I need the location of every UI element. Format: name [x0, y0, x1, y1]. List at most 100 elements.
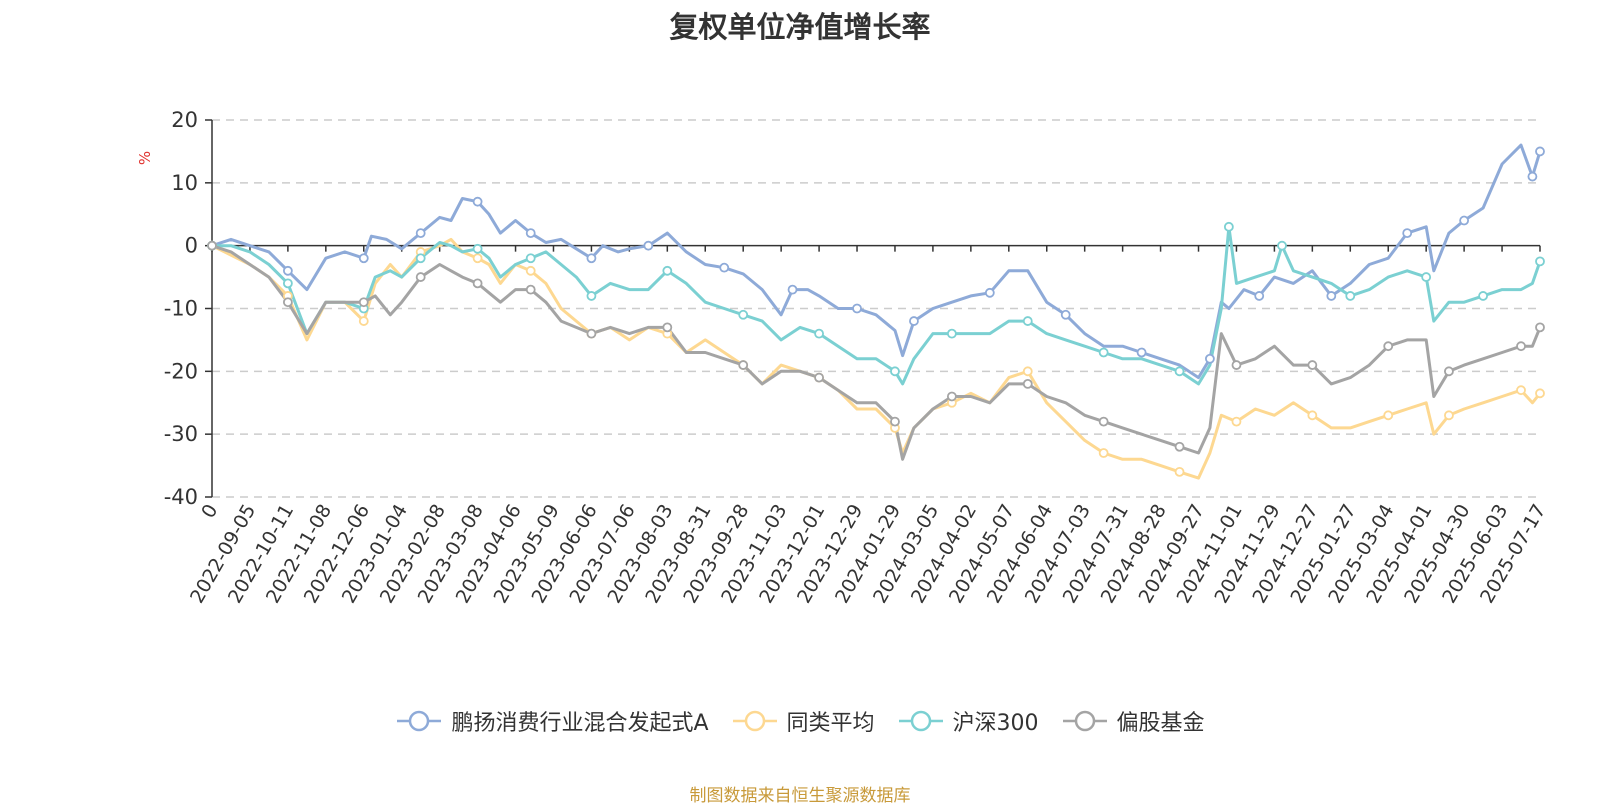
y-tick-label: 10	[171, 171, 198, 195]
series-point-1	[358, 316, 369, 326]
chart-title: 复权单位净值增长率	[669, 10, 931, 44]
series-point-0	[282, 265, 293, 276]
series-point-2	[525, 253, 536, 264]
series-point-0	[787, 284, 798, 295]
series-point-0	[1136, 347, 1147, 358]
series-point-1	[1231, 416, 1242, 427]
series-point-1	[1383, 410, 1394, 421]
series-point-1	[1098, 448, 1109, 458]
series-point-2	[1277, 240, 1287, 251]
series-point-2	[282, 278, 293, 289]
legend-swatch	[397, 710, 442, 732]
y-tick-label: -40	[164, 485, 198, 509]
series-point-3	[358, 297, 369, 308]
series-point-1	[1444, 410, 1454, 421]
series-point-3	[814, 372, 824, 383]
series-point-3	[738, 360, 749, 370]
series-point-2	[1535, 256, 1545, 267]
series-point-2	[415, 253, 426, 264]
series-point-3	[1383, 341, 1394, 352]
series-point-0	[1326, 291, 1337, 301]
legend-item-1[interactable]: 同类平均	[731, 705, 875, 737]
series-point-2	[472, 243, 483, 254]
legend-label: 鹏扬消费行业混合发起式A	[451, 711, 709, 736]
series-point-2	[586, 291, 597, 301]
series-point-1	[525, 265, 536, 276]
series-point-2	[814, 328, 824, 339]
series-point-0	[415, 228, 426, 239]
y-tick-label: -20	[164, 359, 198, 383]
series-point-3	[1307, 360, 1318, 370]
series-point-3	[890, 416, 900, 427]
series-layer	[207, 143, 1545, 480]
legend: 鹏扬消费行业混合发起式A 同类平均 沪深300 偏股基金	[0, 705, 1600, 737]
series-point-0	[909, 316, 919, 326]
series-point-0	[525, 228, 536, 239]
series-point-0	[1254, 291, 1265, 301]
series-point-0	[1459, 215, 1470, 226]
series-point-1	[1307, 410, 1318, 421]
series-point-0	[852, 303, 862, 314]
series-line-2	[212, 225, 1542, 386]
series-point-1	[472, 253, 483, 264]
series-point-3	[415, 272, 426, 282]
legend-item-2[interactable]: 沪深300	[897, 705, 1039, 737]
y-tick-label: 20	[171, 108, 198, 132]
series-point-0	[358, 253, 369, 264]
series-point-0	[1060, 309, 1071, 320]
series-point-3	[1022, 378, 1033, 389]
series-point-0	[1527, 171, 1538, 182]
legend-label: 沪深300	[952, 711, 1039, 736]
series-point-3	[1444, 366, 1454, 377]
series-point-0	[984, 287, 995, 298]
source-note: 制图数据来自恒生聚源数据库	[689, 786, 911, 806]
series-point-3	[525, 284, 536, 295]
series-point-3	[662, 322, 673, 333]
series-line-0	[211, 143, 1542, 380]
legend-item-3[interactable]: 偏股基金	[1061, 705, 1205, 737]
series-point-2	[1421, 272, 1432, 282]
series-point-3	[1231, 360, 1242, 370]
series-point-3	[207, 240, 217, 251]
series-point-2	[1223, 221, 1234, 232]
series-point-3	[1174, 441, 1185, 452]
legend-label: 偏股基金	[1116, 711, 1205, 736]
legend-swatch	[1062, 710, 1107, 732]
series-point-2	[662, 265, 673, 276]
series-point-0	[1204, 353, 1215, 364]
legend-label: 同类平均	[786, 711, 875, 736]
legend-item-0[interactable]: 鹏扬消费行业混合发起式A	[395, 705, 709, 737]
series-point-2	[1174, 366, 1185, 377]
x-tick-label: 0	[197, 501, 222, 522]
series-point-0	[472, 196, 483, 207]
series-point-3	[1516, 341, 1526, 352]
series-point-3	[472, 278, 483, 289]
series-point-3	[586, 328, 597, 339]
series-point-2	[1478, 291, 1488, 301]
series-point-0	[1535, 146, 1545, 157]
grid-layer	[212, 119, 1540, 498]
legend-swatch	[732, 710, 777, 732]
legend-swatch	[898, 710, 943, 732]
series-point-1	[1022, 366, 1033, 377]
series-point-1	[1535, 388, 1545, 399]
y-tick-label: 0	[185, 234, 198, 258]
series-point-3	[946, 391, 957, 402]
series-point-1	[1516, 385, 1526, 396]
series-point-2	[890, 366, 900, 377]
series-point-3	[1098, 416, 1109, 427]
series-point-0	[586, 253, 597, 264]
series-point-2	[738, 309, 749, 320]
series-line-3	[211, 244, 1542, 461]
series-point-3	[1535, 322, 1545, 333]
series-point-0	[1402, 228, 1413, 239]
series-point-2	[1022, 316, 1033, 326]
series-point-0	[719, 262, 730, 273]
series-point-1	[1174, 466, 1185, 477]
series-line-1	[211, 237, 1542, 480]
y-axis-unit-label: %	[136, 151, 154, 165]
y-tick-label: -10	[164, 297, 198, 321]
series-point-0	[643, 240, 654, 251]
series-point-2	[1345, 291, 1356, 301]
